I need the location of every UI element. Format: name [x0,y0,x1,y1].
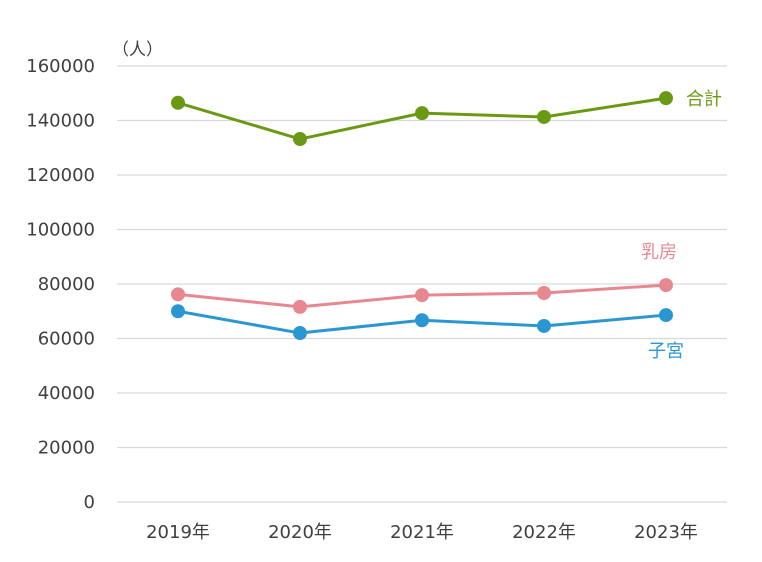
series-3 [171,304,673,341]
data-point [415,288,429,303]
data-point [415,106,429,121]
series-label: 子宮 [648,341,684,362]
data-point [537,285,551,300]
data-point [659,278,673,293]
x-tick-label: 2019年 [146,522,210,543]
data-point [171,95,185,110]
y-tick-label: 120000 [26,165,95,186]
x-tick-label: 2020年 [268,522,332,543]
data-point [659,91,673,106]
series-label: 合計 [686,89,722,110]
data-point [537,318,551,333]
data-point [537,109,551,124]
data-point [171,304,185,319]
y-tick-label: 40000 [38,383,95,404]
data-point [659,308,673,323]
series-2 [171,278,673,314]
y-axis-ticks: 0 20000 40000 60000 80000 100000 120000 140000 1… [26,56,95,513]
y-tick-label: 100000 [26,220,95,241]
gridlines [117,65,727,503]
y-tick-label: 20000 [38,438,95,459]
x-tick-label: 2021年 [390,522,454,543]
y-tick-label: 140000 [26,111,95,132]
x-tick-label: 2022年 [512,522,576,543]
data-point [293,299,307,314]
y-tick-label: 160000 [26,56,95,77]
y-tick-label: 80000 [38,274,95,295]
y-axis-unit-label: （人） [112,40,163,60]
series-label: 乳房 [641,242,677,263]
data-point [293,132,307,147]
data-point [293,326,307,341]
series-1 [171,91,673,147]
y-tick-label: 0 [84,492,95,513]
data-point [415,313,429,328]
x-axis-ticks: 2019年 2020年 2021年 2022年 2023年 [146,522,698,543]
data-point [171,287,185,302]
series [171,91,673,341]
x-tick-label: 2023年 [634,522,698,543]
y-tick-label: 60000 [38,329,95,350]
